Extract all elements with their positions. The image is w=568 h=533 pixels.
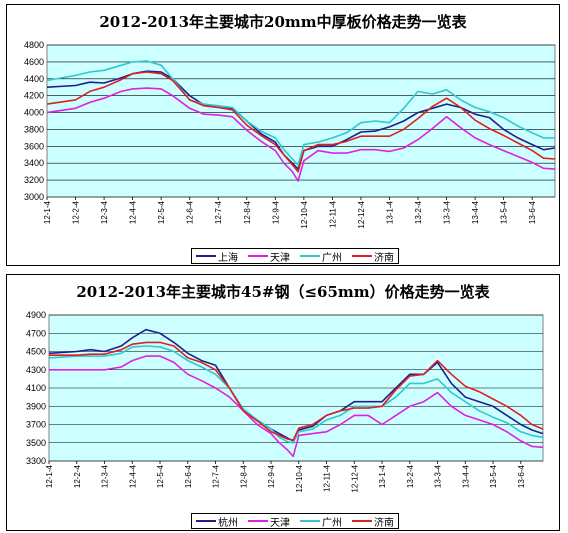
y-tick-label: 4300 (26, 365, 46, 375)
series-line (49, 355, 544, 458)
x-tick-label: 12-8-4 (239, 464, 248, 488)
legend-label: 济南 (374, 252, 394, 264)
x-tick-label: 12-5-4 (157, 200, 166, 224)
series-line (46, 60, 555, 166)
x-tick-label: 12-7-4 (214, 200, 223, 224)
plot-area (46, 44, 556, 198)
legend-swatch (300, 255, 320, 257)
x-tick-label: 12-4-4 (129, 200, 138, 224)
chart-plot: 3300 3500 3700 3900 4100 4300 4500 4700 4900 12-1… (26, 310, 544, 493)
legend-swatch (248, 255, 268, 257)
y-tick-label: 3600 (24, 141, 44, 151)
x-tick-label: 12-4-4 (128, 464, 137, 488)
chart-title: 2012-2013年主要城市45#钢（≤65mm）价格走势一览表 (76, 283, 490, 301)
x-tick-label: 13-2-4 (406, 464, 415, 488)
y-tick-label: 3500 (26, 438, 46, 448)
y-tick-label: 3900 (26, 401, 46, 411)
x-tick-label: 13-2-4 (414, 200, 423, 224)
x-tick-label: 12-8-4 (243, 200, 252, 224)
chart-panel-plate: 2012-2013年主要城市20mm中厚板价格走势一览表 3000 3200 340… (6, 4, 560, 266)
x-tick-label: 12-9-4 (271, 200, 280, 224)
series-line (46, 71, 556, 173)
x-tick-label: 13-3-4 (434, 464, 443, 488)
y-tick-label: 4700 (26, 328, 46, 338)
y-tick-label: 3400 (24, 158, 44, 168)
legend-item: 天津 (248, 514, 290, 529)
x-tick-label: 12-6-4 (184, 464, 193, 488)
x-tick-label: 12-3-4 (101, 464, 110, 488)
legend-item: 上海 (196, 249, 238, 264)
y-tick-label: 4600 (24, 57, 44, 67)
x-tick-label: 12-7-4 (212, 464, 221, 488)
y-tick-label: 3200 (24, 175, 44, 185)
x-tick-label: 13-4-4 (471, 200, 480, 224)
chart-title: 2012-2013年主要城市20mm中厚板价格走势一览表 (99, 13, 467, 31)
legend-swatch (248, 520, 268, 522)
x-tick-label: 12-10-4 (295, 464, 304, 492)
x-tick-label: 13-1-4 (385, 200, 394, 224)
x-tick-label: 13-3-4 (443, 200, 452, 224)
x-tick-label: 12-9-4 (267, 464, 276, 488)
chart-legend: 杭州 天津 广州 济南 (191, 513, 399, 529)
series-line (46, 87, 556, 182)
legend-label: 上海 (218, 252, 238, 264)
legend-label: 天津 (270, 517, 290, 529)
x-tick-label: 12-11-4 (323, 464, 332, 492)
series-line (49, 341, 544, 441)
x-tick-label: 12-1-4 (43, 200, 52, 224)
chart-plot: 3000 3200 3400 3600 3800 4000 4200 4400 4600 4800… (24, 40, 556, 229)
x-tick-label: 13-5-4 (500, 200, 509, 224)
x-tick-label: 13-5-4 (489, 464, 498, 488)
legend-swatch (352, 520, 372, 522)
x-tick-label: 12-3-4 (100, 200, 109, 224)
legend-label: 广州 (322, 252, 342, 264)
y-tick-label: 3700 (26, 420, 46, 430)
legend-item: 济南 (352, 514, 394, 529)
y-tick-label: 3000 (24, 192, 44, 202)
x-tick-label: 12-12-4 (357, 200, 366, 228)
legend-item: 广州 (300, 514, 342, 529)
x-tick-label: 12-1-4 (45, 464, 54, 488)
legend-swatch (196, 520, 216, 522)
x-tick-label: 12-11-4 (328, 200, 337, 228)
chart-legend: 上海 天津 广州 济南 (191, 248, 399, 264)
x-tick-label: 13-4-4 (461, 464, 470, 488)
y-tick-label: 3300 (26, 456, 46, 466)
legend-item: 杭州 (196, 514, 238, 529)
legend-label: 天津 (270, 252, 290, 264)
legend-item: 广州 (300, 249, 342, 264)
x-tick-label: 13-1-4 (378, 464, 387, 488)
legend-swatch (196, 255, 216, 257)
y-tick-label: 3800 (24, 124, 44, 134)
chart-panel-steel: 2012-2013年主要城市45#钢（≤65mm）价格走势一览表 3300 350… (6, 274, 560, 531)
y-tick-label: 4000 (24, 108, 44, 118)
x-tick-label: 13-6-4 (517, 464, 526, 488)
legend-swatch (300, 520, 320, 522)
x-tick-label: 12-2-4 (72, 200, 81, 224)
y-tick-label: 4900 (26, 310, 46, 320)
y-tick-label: 4100 (26, 383, 46, 393)
x-tick-label: 12-6-4 (186, 200, 195, 224)
y-tick-label: 4800 (24, 40, 44, 50)
x-tick-label: 13-6-4 (528, 200, 537, 224)
legend-label: 济南 (374, 517, 394, 529)
legend-label: 杭州 (218, 517, 238, 529)
legend-label: 广州 (322, 517, 342, 529)
y-tick-label: 4400 (24, 74, 44, 84)
x-tick-label: 12-2-4 (73, 464, 82, 488)
legend-swatch (352, 255, 372, 257)
legend-item: 天津 (248, 249, 290, 264)
y-tick-label: 4200 (24, 91, 44, 101)
series-line (48, 345, 544, 444)
legend-item: 济南 (352, 249, 394, 264)
x-tick-label: 12-5-4 (156, 464, 165, 488)
x-tick-label: 12-10-4 (300, 200, 309, 228)
x-tick-label: 12-12-4 (350, 464, 359, 492)
y-tick-label: 4500 (26, 347, 46, 357)
